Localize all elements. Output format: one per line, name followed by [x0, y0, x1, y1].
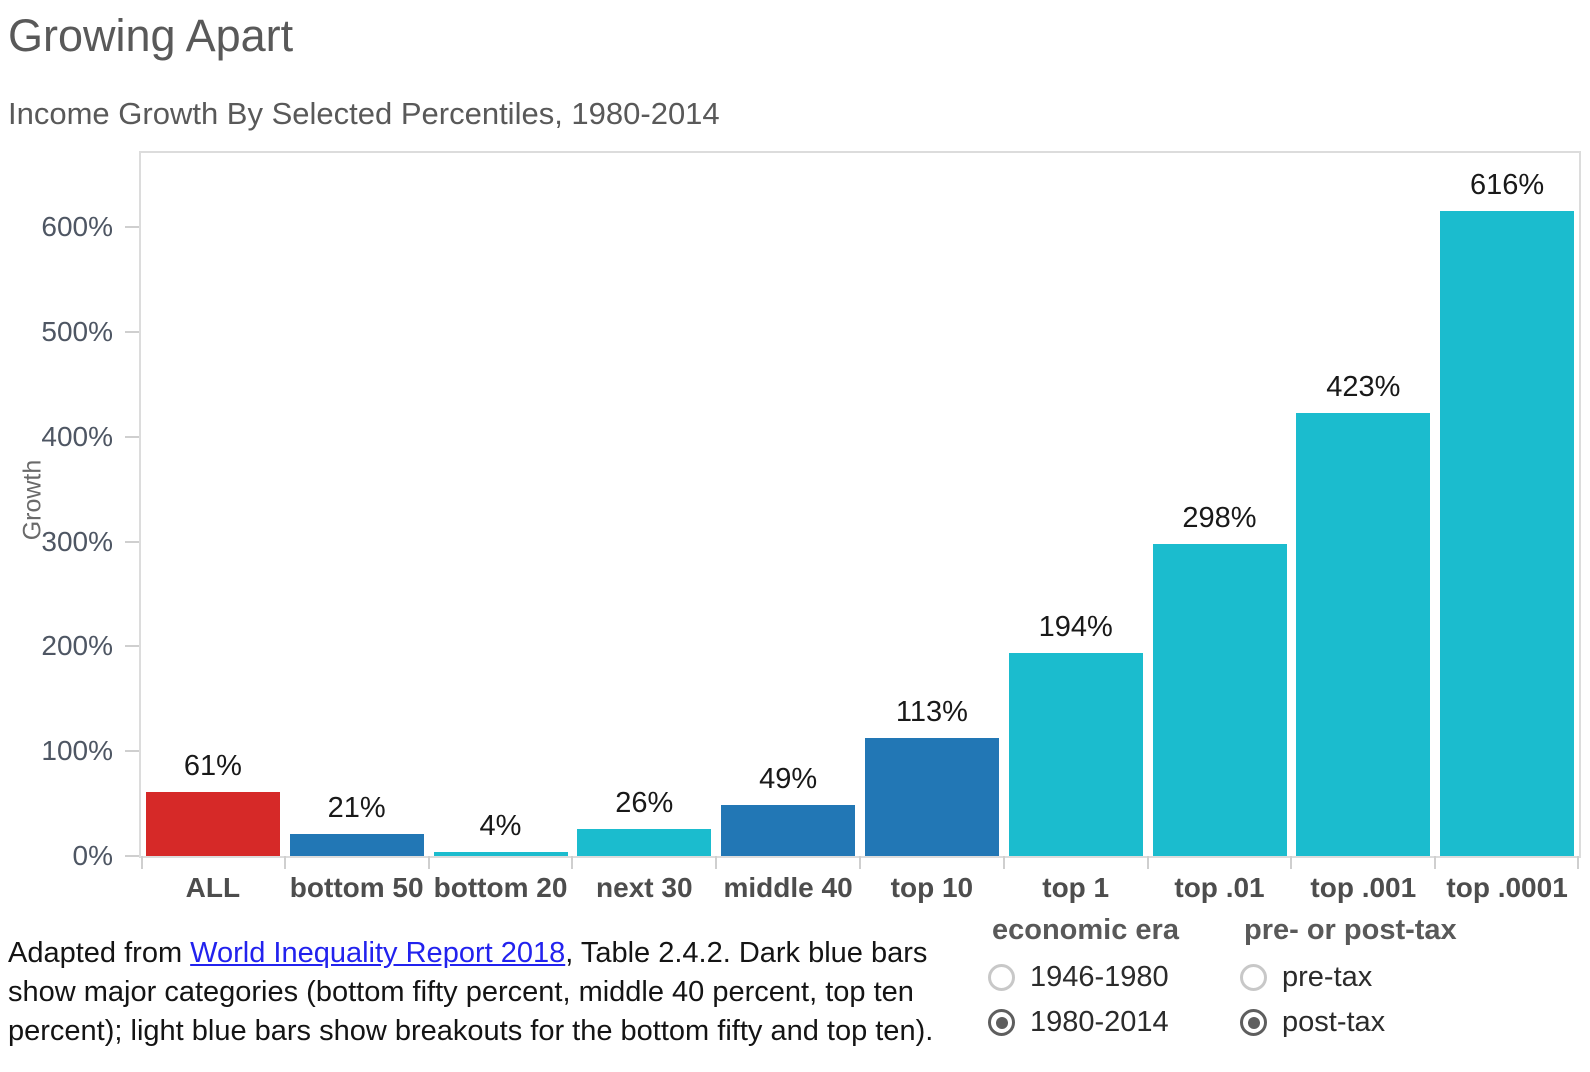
x-axis-label-top-01: top .01	[1174, 872, 1265, 903]
x-axis-tick	[1290, 856, 1293, 869]
radio-option-label: 1980-2014	[1030, 1006, 1169, 1038]
footnote-prefix: Adapted from	[8, 937, 191, 969]
x-axis-label-next-30: next 30	[596, 872, 693, 903]
bar-all[interactable]	[145, 792, 280, 856]
x-axis-tick	[283, 856, 286, 869]
bar-top-001[interactable]	[1296, 412, 1431, 856]
x-axis-tick	[1146, 856, 1149, 869]
x-axis-label-top-001: top .001	[1310, 872, 1417, 903]
y-axis-tick	[125, 645, 139, 648]
y-axis-tick-label: 500%	[41, 316, 113, 348]
page-title: Growing Apart	[8, 10, 294, 61]
world-inequality-report-link[interactable]: World Inequality Report 2018	[190, 937, 566, 969]
x-axis-label-top-1: top 1	[1042, 872, 1110, 903]
bar-value-label: 49%	[759, 762, 818, 795]
x-axis-label-bottom-20: bottom 20	[433, 872, 568, 903]
economic-era-control: economic era 1946-1980 1980-2014	[988, 914, 1179, 1039]
radio-icon[interactable]	[1240, 964, 1267, 991]
bar-bottom-20[interactable]	[433, 851, 568, 856]
y-axis-tick-label: 200%	[41, 630, 113, 662]
bar-chart: 61% ALL 21% bottom 50 4% bottom 20 26% next 30 4…	[41, 151, 1581, 903]
y-axis-tick-label: 0%	[72, 840, 113, 871]
y-axis-tick-label: 600%	[41, 211, 113, 243]
radio-option-label: pre-tax	[1282, 961, 1373, 993]
y-axis-tick	[125, 750, 139, 753]
bar-next-30[interactable]	[577, 828, 712, 856]
y-axis-tick	[125, 331, 139, 334]
radio-icon[interactable]	[988, 1009, 1015, 1036]
radio-option-1946-1980[interactable]: 1946-1980	[988, 961, 1179, 994]
x-axis-tick	[859, 856, 861, 869]
y-axis-tick-label: 400%	[41, 420, 113, 452]
x-axis-label-all: ALL	[185, 872, 241, 903]
bar-value-label: 616%	[1470, 168, 1545, 201]
radio-option-label: 1946-1980	[1030, 961, 1169, 993]
bar-value-label: 298%	[1182, 501, 1257, 534]
y-axis-tick-label: 100%	[41, 735, 113, 767]
bar-top-1[interactable]	[1008, 652, 1143, 856]
bar-top-01[interactable]	[1152, 543, 1287, 856]
x-axis-tick	[1434, 856, 1437, 869]
footnote-suffix: , Table 2.4.2. Dark blue bars show major…	[8, 937, 934, 1047]
bar-value-label: 26%	[615, 786, 674, 819]
bar-value-label: 61%	[183, 750, 242, 783]
x-axis-tick	[1577, 856, 1579, 869]
bar-value-label: 423%	[1326, 370, 1401, 403]
x-axis-label-top-10: top 10	[890, 872, 974, 903]
tax-control: pre- or post-tax pre-tax post-tax	[1240, 914, 1457, 1039]
bar-top-10[interactable]	[864, 737, 999, 856]
bar-value-label: 113%	[895, 695, 968, 728]
economic-era-header: economic era	[992, 914, 1179, 946]
chart-subtitle: Income Growth By Selected Percentiles, 1…	[8, 96, 720, 131]
bar-value-label: 194%	[1038, 610, 1113, 643]
x-axis-tick	[1002, 856, 1005, 869]
x-axis-label-bottom-50: bottom 50	[289, 872, 424, 903]
plot-area: 61% ALL 21% bottom 50 4% bottom 20 26% next 30 4…	[41, 153, 1579, 903]
bar-value-label: 4%	[479, 809, 522, 842]
bar-value-label: 21%	[327, 792, 386, 824]
radio-option-label: post-tax	[1282, 1006, 1386, 1038]
radio-option-1980-2014[interactable]: 1980-2014	[988, 1006, 1179, 1039]
radio-icon[interactable]	[988, 964, 1015, 991]
x-axis-tick	[427, 856, 430, 869]
y-axis-tick	[125, 855, 139, 857]
y-axis-tick	[125, 435, 139, 438]
x-axis-tick	[141, 856, 143, 869]
radio-option-post-tax[interactable]: post-tax	[1240, 1006, 1457, 1039]
bar-bottom-50[interactable]	[289, 834, 424, 856]
x-axis-tick	[715, 856, 718, 869]
y-axis-tick-label: 300%	[41, 525, 113, 557]
y-axis-tick	[125, 226, 139, 229]
bar-top-0001[interactable]	[1440, 210, 1575, 856]
tax-header: pre- or post-tax	[1244, 914, 1457, 946]
y-axis-tick	[125, 540, 139, 543]
radio-option-pre-tax[interactable]: pre-tax	[1240, 961, 1457, 994]
x-axis-tick	[571, 856, 574, 869]
bar-middle-40[interactable]	[721, 804, 856, 856]
radio-icon[interactable]	[1240, 1009, 1267, 1036]
x-axis-label-top-0001: top .0001	[1446, 872, 1568, 903]
footnote: Adapted from World Inequality Report 201…	[8, 934, 956, 1051]
x-axis-label-middle-40: middle 40	[723, 872, 853, 903]
